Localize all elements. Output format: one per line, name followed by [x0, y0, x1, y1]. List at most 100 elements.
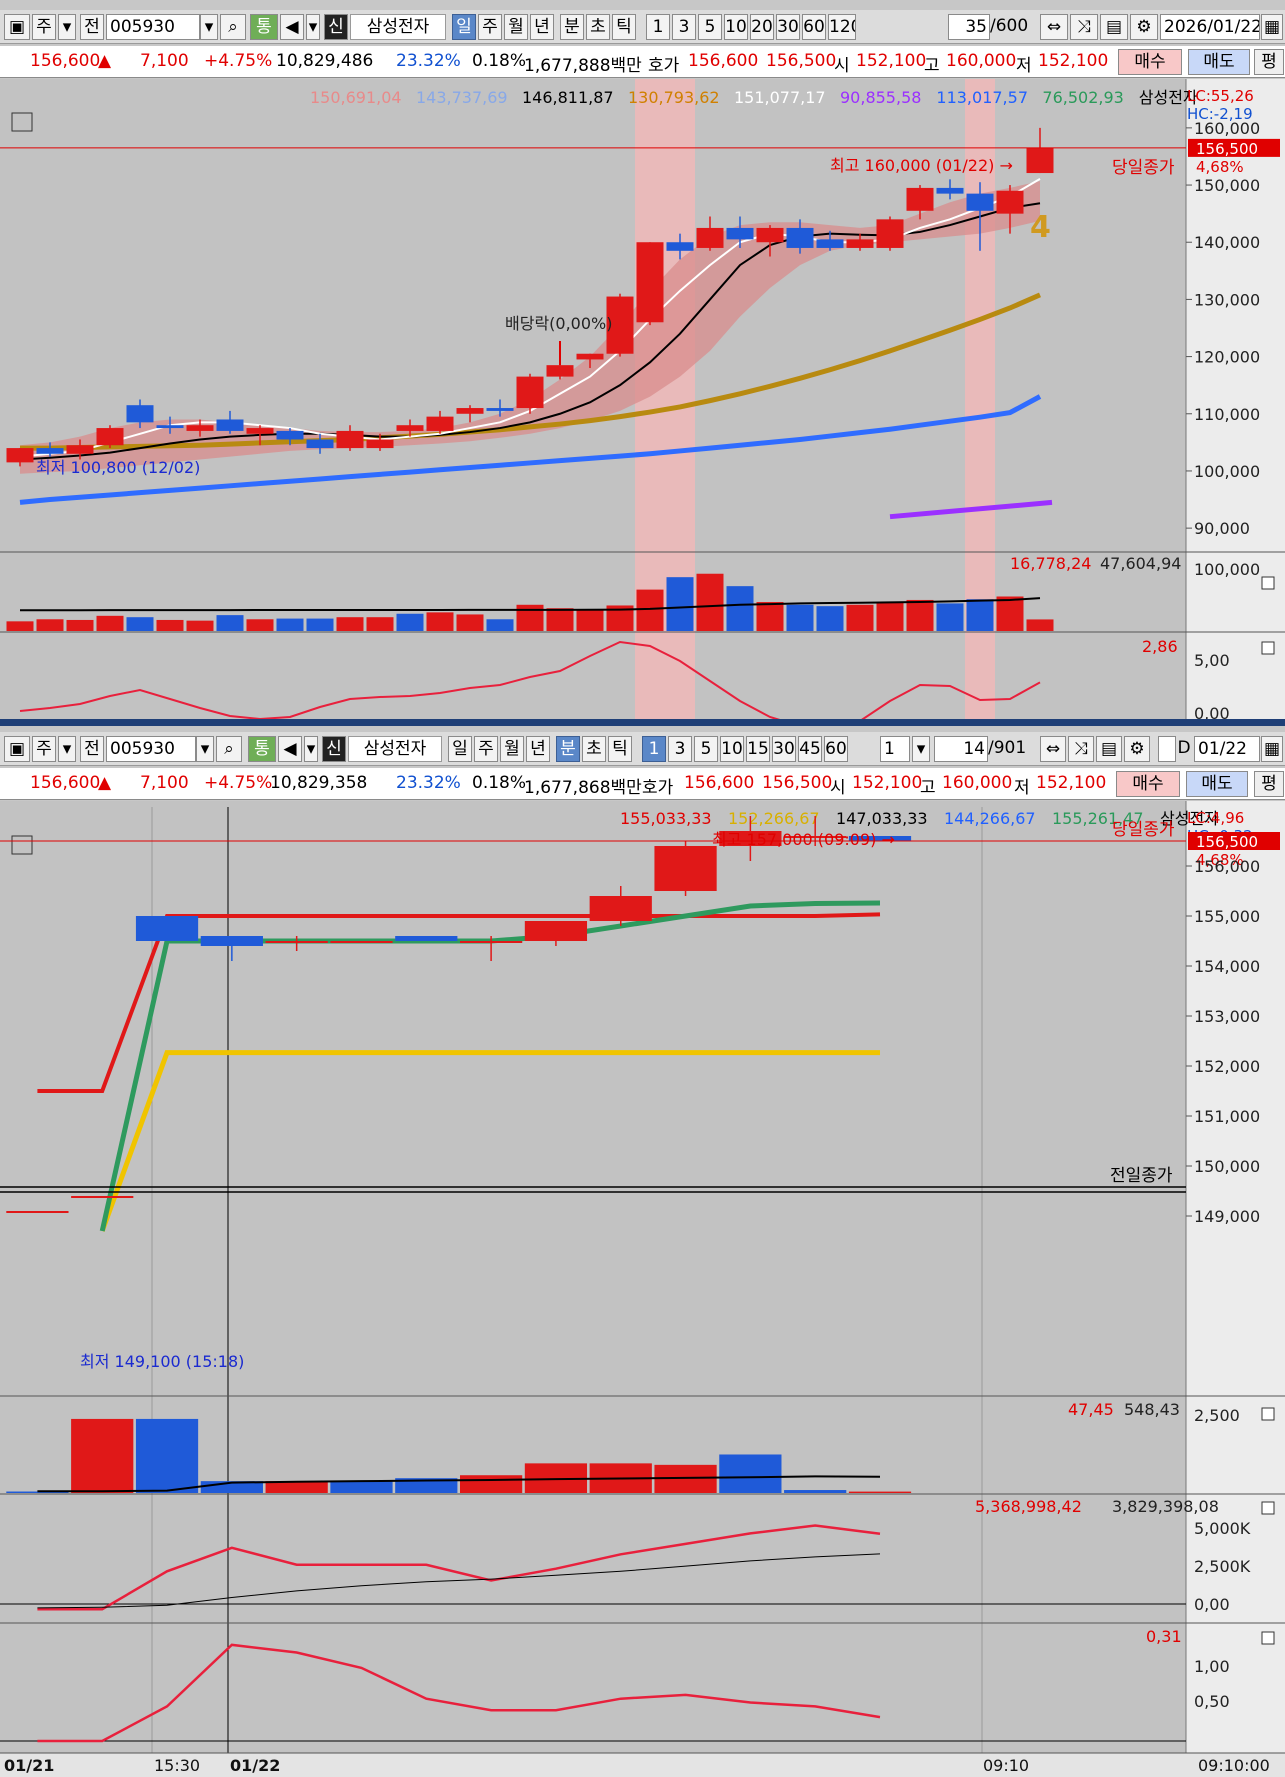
sound-dropdown-icon[interactable]: ▾ [304, 736, 318, 762]
calendar-icon[interactable]: ▦ [1261, 14, 1283, 40]
window-icon[interactable]: ▣ [4, 14, 30, 40]
interval-button-120[interactable]: 120 [828, 14, 856, 40]
volume-bar [696, 573, 724, 631]
eval-button[interactable]: 평 [1254, 49, 1284, 75]
save-icon[interactable]: ▤ [1096, 736, 1122, 762]
code-dropdown-icon[interactable]: ▾ [200, 14, 218, 40]
calendar-icon[interactable]: ▦ [1261, 736, 1283, 762]
search-icon[interactable]: ⌕ [220, 14, 246, 40]
window-divider[interactable] [0, 719, 1285, 726]
pane-close-icon[interactable] [1261, 1501, 1275, 1515]
signal-button[interactable]: 통 [250, 14, 278, 40]
legend-value: 151,077,17 [734, 88, 826, 107]
period-tab-3[interactable]: 년 [530, 14, 554, 40]
interval-button-1[interactable]: 1 [646, 14, 670, 40]
sound-dropdown-icon[interactable]: ▾ [306, 14, 320, 40]
stock-name[interactable]: 삼성전자 [350, 14, 446, 40]
close-pct: 4,68% [1196, 851, 1244, 869]
period-tab-5[interactable]: 초 [582, 736, 606, 762]
legend-value: 90,855,58 [840, 88, 921, 107]
date-input[interactable]: 2026/01/22 [1160, 14, 1260, 40]
bottom-quote-bar: 156,600 ▲ 7,100 +4.75% 10,829,358 23.32%… [0, 768, 1285, 800]
pane-close-icon[interactable] [1261, 1407, 1275, 1421]
interval-button-15[interactable]: 15 [746, 736, 770, 762]
gear-icon[interactable]: ⚙ [1130, 14, 1158, 40]
zoom-in-icon[interactable]: ⇔ [1040, 736, 1066, 762]
code-dropdown-icon[interactable]: ▾ [196, 736, 214, 762]
minute-chart[interactable]: 155,033,33 152,266,67 147,033,33 144,266,67… [0, 801, 1285, 1777]
interval-button-30[interactable]: 30 [776, 14, 800, 40]
pane-close-icon[interactable] [1261, 1631, 1275, 1645]
pane-close-icon[interactable] [1261, 641, 1275, 655]
gear-icon[interactable]: ⚙ [1124, 736, 1150, 762]
count-input[interactable]: 35 [948, 14, 990, 40]
period-tab-6[interactable]: 틱 [612, 14, 636, 40]
price-axis-label: 149,000 [1194, 1207, 1260, 1226]
period-tab-5[interactable]: 초 [586, 14, 610, 40]
volume-bar [6, 1491, 69, 1493]
period-tab-4[interactable]: 분 [560, 14, 584, 40]
period-tab-1[interactable]: 주 [478, 14, 502, 40]
osc-value: 2,86 [1142, 637, 1178, 656]
eval-button[interactable]: 평 [1254, 771, 1284, 797]
save-icon[interactable]: ▤ [1100, 14, 1128, 40]
interval-button-60[interactable]: 60 [802, 14, 826, 40]
interval-button-45[interactable]: 45 [798, 736, 822, 762]
hoga-label: 호가 [648, 56, 680, 76]
stock-name[interactable]: 삼성전자 [348, 736, 442, 762]
buy-button[interactable]: 매수 [1118, 49, 1182, 75]
period-tab-0[interactable]: 일 [448, 736, 472, 762]
legend-value: 143,737,69 [416, 88, 508, 107]
date-checkbox[interactable] [1158, 736, 1176, 762]
legend-value: 76,502,93 [1042, 88, 1123, 107]
sound-icon[interactable]: ◀ [280, 14, 304, 40]
zoom-in-icon[interactable]: ⇔ [1040, 14, 1068, 40]
prev-button[interactable]: 전 [80, 736, 104, 762]
interval-button-30[interactable]: 30 [772, 736, 796, 762]
unit-dropdown-icon[interactable]: ▾ [912, 736, 930, 762]
code-input[interactable]: 005930 [106, 14, 200, 40]
volume-bar [186, 620, 214, 631]
period-tab-2[interactable]: 월 [500, 736, 524, 762]
time-axis-label: 15:30 [154, 1756, 200, 1775]
buy-button[interactable]: 매수 [1116, 771, 1180, 797]
daily-chart[interactable]: 150,691,04 143,737,69 146,811,87 130,793,62… [0, 79, 1285, 719]
crosshair-icon[interactable]: ⤨ [1068, 736, 1094, 762]
ask-price: 156,600 [684, 773, 755, 793]
date-input[interactable]: 01/22 [1194, 736, 1260, 762]
market-select[interactable]: 주 [32, 14, 56, 40]
count-input[interactable]: 14 [934, 736, 988, 762]
interval-button-5[interactable]: 5 [698, 14, 722, 40]
period-tab-3[interactable]: 년 [526, 736, 550, 762]
interval-button-60[interactable]: 60 [824, 736, 848, 762]
sell-button[interactable]: 매도 [1186, 771, 1248, 797]
window-icon[interactable]: ▣ [4, 736, 30, 762]
market-dropdown-icon[interactable]: ▾ [58, 736, 76, 762]
signal-button[interactable]: 통 [248, 736, 276, 762]
prev-button[interactable]: 전 [80, 14, 104, 40]
pane-close-icon[interactable] [1261, 576, 1275, 590]
period-tab-2[interactable]: 월 [504, 14, 528, 40]
search-icon[interactable]: ⌕ [216, 736, 242, 762]
sound-icon[interactable]: ◀ [278, 736, 302, 762]
interval-button-3[interactable]: 3 [668, 736, 692, 762]
interval-button-10[interactable]: 10 [720, 736, 744, 762]
interval-button-5[interactable]: 5 [694, 736, 718, 762]
candle [306, 439, 334, 449]
interval-button-1[interactable]: 1 [642, 736, 666, 762]
interval-button-10[interactable]: 10 [724, 14, 748, 40]
interval-button-20[interactable]: 20 [750, 14, 774, 40]
period-tab-4[interactable]: 분 [556, 736, 580, 762]
period-tab-6[interactable]: 틱 [608, 736, 632, 762]
unit-input[interactable]: 1 [880, 736, 910, 762]
crosshair-icon[interactable]: ⤨ [1070, 14, 1098, 40]
interval-button-3[interactable]: 3 [672, 14, 696, 40]
market-dropdown-icon[interactable]: ▾ [58, 14, 76, 40]
period-tab-0[interactable]: 일 [452, 14, 476, 40]
price-axis-label: 160,000 [1194, 119, 1260, 138]
candle [654, 846, 717, 891]
code-input[interactable]: 005930 [106, 736, 196, 762]
period-tab-1[interactable]: 주 [474, 736, 498, 762]
sell-button[interactable]: 매도 [1188, 49, 1250, 75]
market-select[interactable]: 주 [32, 736, 56, 762]
